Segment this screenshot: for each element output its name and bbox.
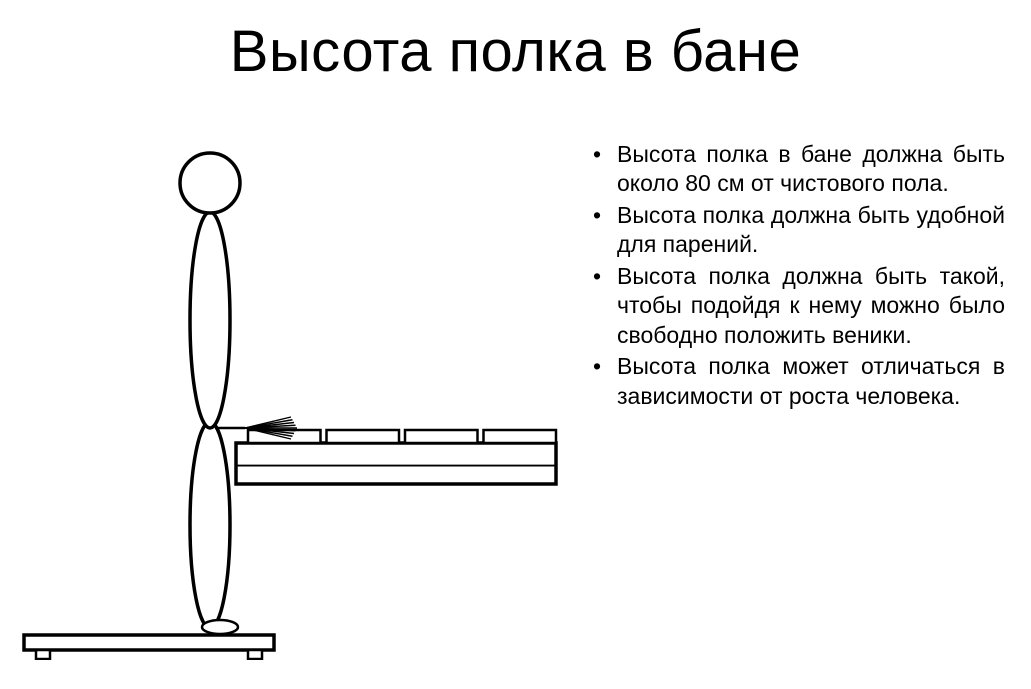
bullet-item: Высота полка в бане должна быть около 80… [585, 140, 1005, 199]
sauna-diagram [0, 140, 570, 660]
page-title: Высота полка в бане [0, 0, 1031, 85]
bullet-item: Высота полка должна быть удобной для пар… [585, 201, 1005, 260]
diagram-container [0, 140, 570, 660]
page-root: Высота полка в бане Высота полка в бане … [0, 0, 1031, 689]
bullet-item: Высота полка может отличаться в зависимо… [585, 352, 1005, 411]
bullet-item: Высота полка должна быть такой, чтобы по… [585, 262, 1005, 350]
bullet-list-container: Высота полка в бане должна быть около 80… [585, 140, 1005, 413]
content-row: Высота полка в бане должна быть около 80… [0, 140, 1031, 680]
bullet-list: Высота полка в бане должна быть около 80… [585, 140, 1005, 411]
